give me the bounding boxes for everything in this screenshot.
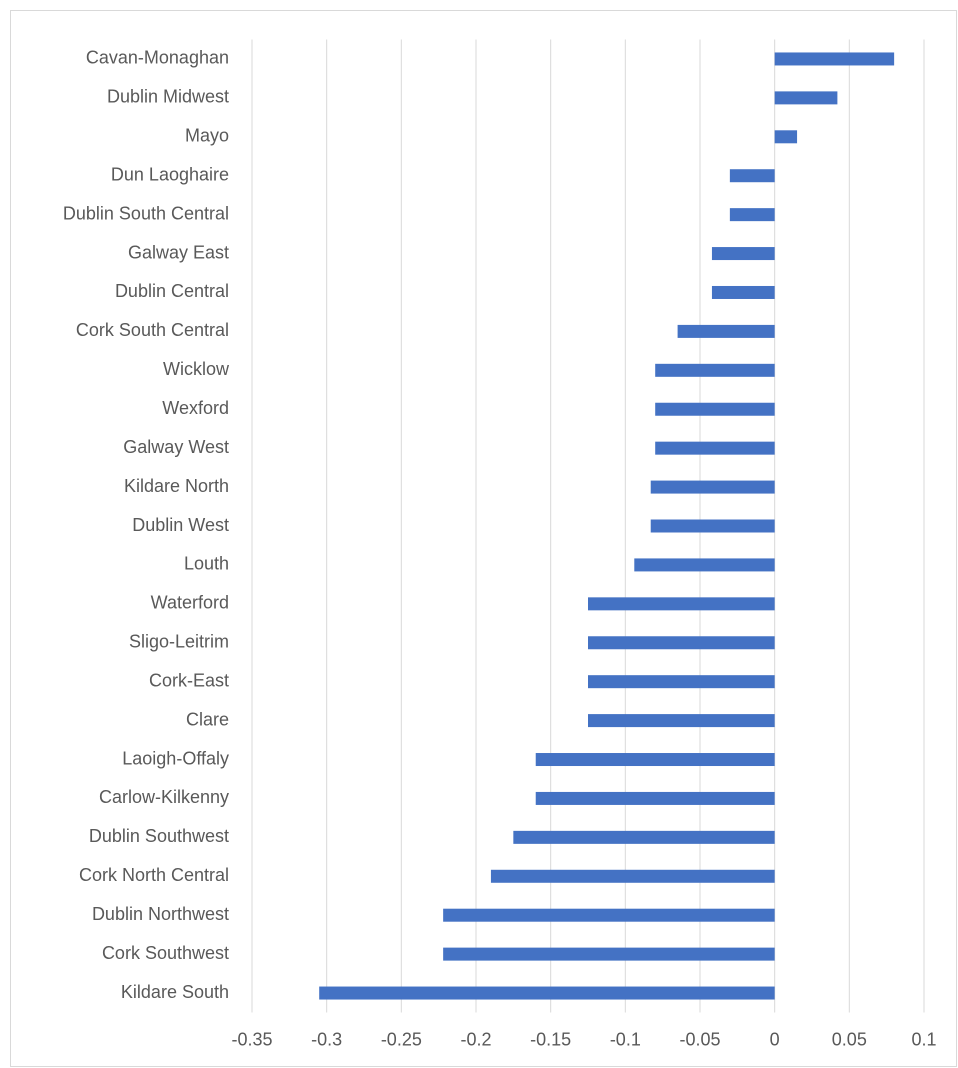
y-tick-label: Cork South Central — [76, 320, 229, 340]
bar — [711, 247, 775, 261]
bar — [513, 830, 775, 844]
y-tick-label: Wicklow — [163, 359, 230, 379]
y-tick-label: Laoigh-Offaly — [122, 748, 229, 768]
y-tick-label: Cork-East — [149, 670, 229, 690]
bar — [677, 324, 775, 338]
y-tick-label: Kildare North — [124, 476, 229, 496]
y-tick-label: Clare — [186, 709, 229, 729]
bar — [535, 753, 775, 767]
bar — [774, 91, 838, 105]
bar — [443, 947, 775, 961]
y-tick-label: Dublin Southwest — [89, 826, 229, 846]
y-tick-label: Carlow-Kilkenny — [99, 787, 229, 807]
bar — [535, 791, 775, 805]
bar — [588, 714, 775, 728]
y-tick-label: Kildare South — [121, 982, 229, 1002]
x-tick-label: -0.15 — [530, 1029, 571, 1049]
y-tick-label: Wexford — [162, 398, 229, 418]
bar — [490, 869, 775, 883]
bar — [655, 402, 775, 416]
y-tick-label: Dublin Central — [115, 281, 229, 301]
x-tick-label: -0.05 — [679, 1029, 720, 1049]
x-tick-label: -0.1 — [610, 1029, 641, 1049]
bar — [588, 597, 775, 611]
y-tick-label: Waterford — [151, 593, 229, 613]
y-tick-label: Dublin South Central — [63, 203, 229, 223]
x-tick-label: 0 — [770, 1029, 780, 1049]
y-tick-label: Dublin Northwest — [92, 904, 229, 924]
bar — [650, 519, 775, 533]
x-tick-label: -0.3 — [311, 1029, 342, 1049]
y-tick-label: Louth — [184, 554, 229, 574]
y-tick-label: Galway East — [128, 242, 229, 262]
y-tick-label: Sligo-Leitrim — [129, 632, 229, 652]
y-tick-label: Cavan-Monaghan — [86, 48, 229, 68]
x-tick-label: -0.35 — [231, 1029, 272, 1049]
bar — [650, 480, 775, 494]
x-tick-label: 0.05 — [832, 1029, 867, 1049]
y-tick-label: Dublin West — [132, 515, 229, 535]
bar — [774, 130, 798, 144]
bar — [711, 285, 775, 299]
y-tick-label: Cork North Central — [79, 865, 229, 885]
y-tick-label: Galway West — [123, 437, 229, 457]
chart-border — [10, 10, 957, 1067]
bar — [655, 363, 775, 377]
y-tick-label: Dun Laoghaire — [111, 164, 229, 184]
x-tick-label: -0.2 — [460, 1029, 491, 1049]
bar — [588, 675, 775, 689]
bar — [655, 441, 775, 455]
bar — [729, 169, 775, 183]
bar — [729, 208, 775, 222]
bar — [634, 558, 775, 572]
x-tick-label: -0.25 — [381, 1029, 422, 1049]
bar — [319, 986, 775, 1000]
bar — [588, 636, 775, 650]
y-tick-label: Mayo — [185, 126, 229, 146]
bar — [443, 908, 775, 922]
bar — [774, 52, 895, 66]
y-tick-label: Dublin Midwest — [107, 87, 229, 107]
y-tick-label: Cork Southwest — [102, 943, 229, 963]
x-tick-label: 0.1 — [911, 1029, 936, 1049]
